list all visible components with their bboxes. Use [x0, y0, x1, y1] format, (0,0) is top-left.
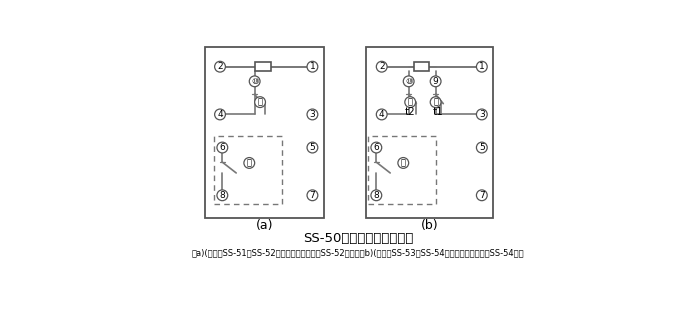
Bar	[255, 62, 271, 71]
Circle shape	[250, 76, 260, 87]
Bar	[368, 136, 435, 204]
Circle shape	[215, 61, 225, 72]
Circle shape	[376, 109, 387, 120]
Text: (b): (b)	[421, 219, 439, 232]
Text: t2: t2	[405, 107, 416, 117]
Text: ⑫: ⑫	[257, 98, 263, 107]
Circle shape	[217, 190, 228, 201]
Text: 7: 7	[310, 191, 315, 200]
Bar	[414, 62, 429, 71]
Circle shape	[215, 109, 225, 120]
Text: 5: 5	[479, 143, 484, 152]
Text: t1: t1	[433, 107, 443, 117]
Circle shape	[307, 61, 318, 72]
Circle shape	[307, 190, 318, 201]
Text: 6: 6	[373, 143, 379, 152]
Text: 7: 7	[479, 191, 484, 200]
Text: 2: 2	[379, 62, 384, 71]
Text: 6: 6	[219, 143, 225, 152]
Text: （a)(背视）SS-51、SS-52型，图中虚线部分仅SS-52型有；（b)(背视）SS-53、SS-54型，图中虚线部分仅SS-54型有: （a)(背视）SS-51、SS-52型，图中虚线部分仅SS-52型有；（b)(背…	[192, 249, 524, 257]
Bar	[205, 47, 324, 218]
Circle shape	[371, 142, 382, 153]
Circle shape	[477, 142, 487, 153]
Text: SS-50系列背后端子接线图: SS-50系列背后端子接线图	[303, 232, 413, 245]
Text: 1: 1	[479, 62, 484, 71]
Text: ⑱: ⑱	[247, 158, 252, 168]
Bar	[214, 136, 282, 204]
Circle shape	[244, 158, 254, 168]
Text: ⑱: ⑱	[401, 158, 406, 168]
Bar	[366, 47, 493, 218]
Circle shape	[477, 61, 487, 72]
Circle shape	[477, 190, 487, 201]
Circle shape	[376, 61, 387, 72]
Text: 4: 4	[217, 110, 223, 119]
Circle shape	[254, 97, 266, 108]
Text: 4: 4	[379, 110, 384, 119]
Circle shape	[405, 97, 416, 108]
Text: 3: 3	[310, 110, 315, 119]
Circle shape	[430, 97, 441, 108]
Text: ⑪: ⑪	[433, 98, 438, 107]
Circle shape	[398, 158, 409, 168]
Text: ⑫: ⑫	[408, 98, 412, 107]
Text: ⑩: ⑩	[251, 77, 259, 86]
Text: 3: 3	[479, 110, 484, 119]
Circle shape	[403, 76, 414, 87]
Text: 8: 8	[219, 191, 225, 200]
Circle shape	[217, 142, 228, 153]
Circle shape	[307, 109, 318, 120]
Circle shape	[307, 142, 318, 153]
Text: 1: 1	[310, 62, 315, 71]
Text: ⑩: ⑩	[405, 77, 412, 86]
Circle shape	[371, 190, 382, 201]
Text: 8: 8	[373, 191, 379, 200]
Circle shape	[477, 109, 487, 120]
Text: 2: 2	[217, 62, 223, 71]
Text: 9: 9	[433, 77, 438, 86]
Text: (a): (a)	[256, 219, 273, 232]
Circle shape	[430, 76, 441, 87]
Text: 5: 5	[310, 143, 315, 152]
